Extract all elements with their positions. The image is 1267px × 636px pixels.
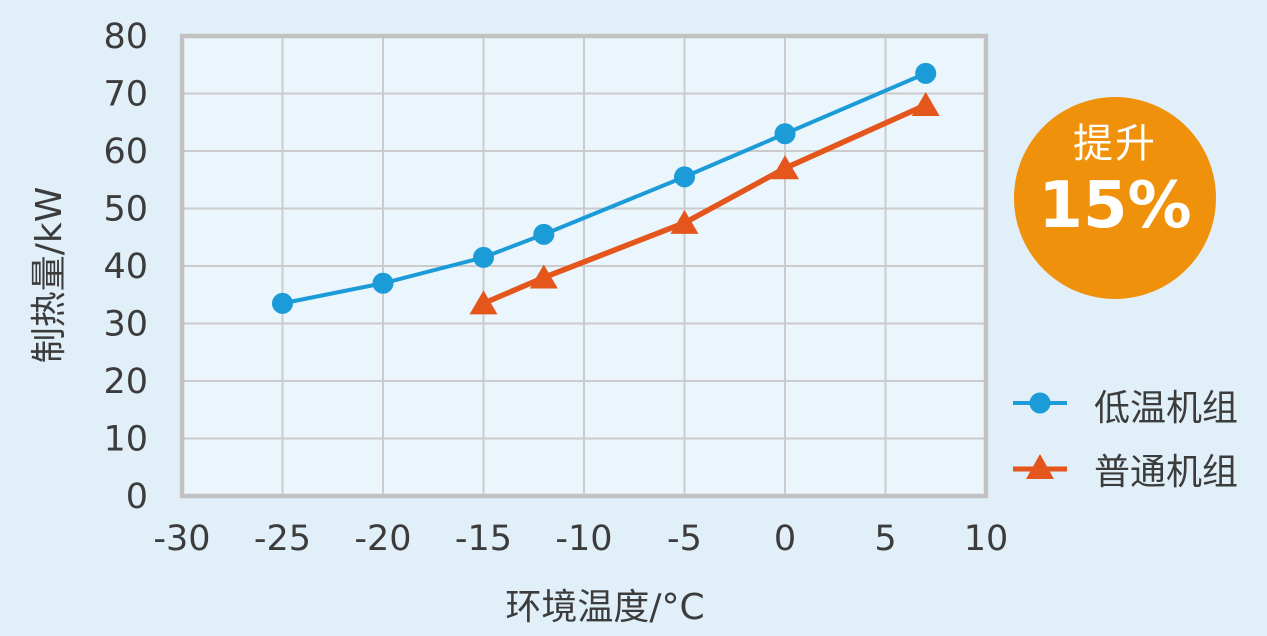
- y-tick-label: 50: [103, 190, 148, 230]
- y-tick-label: 60: [103, 132, 148, 172]
- y-tick-label: 70: [103, 75, 148, 115]
- badge-value: 15%: [1038, 169, 1192, 243]
- x-tick-label: -10: [555, 519, 612, 559]
- x-tick-label: -20: [354, 519, 411, 559]
- y-tick-label: 30: [103, 305, 148, 345]
- y-tick-label: 20: [103, 362, 148, 402]
- y-tick-label: 0: [126, 477, 148, 517]
- legend-triangle-marker-icon: [1012, 452, 1068, 486]
- x-axis-title: 环境温度/°C: [505, 587, 705, 628]
- y-axis-title: 制热量/kW: [29, 186, 70, 364]
- x-tick-label: -15: [455, 519, 512, 559]
- legend-label-low-temp-unit: 低温机组: [1094, 388, 1239, 429]
- x-tick-label: 0: [774, 519, 796, 559]
- x-tick-label: -5: [667, 519, 702, 559]
- legend-item-low-temp-unit: 低温机组: [1012, 384, 1238, 429]
- legend: 低温机组 普通机组: [1012, 384, 1238, 493]
- y-tick-label: 10: [103, 420, 148, 460]
- y-tick-label: 40: [103, 247, 148, 287]
- improvement-badge: 提升 15%: [1014, 97, 1216, 299]
- badge-label: 提升: [1073, 121, 1157, 167]
- y-tick-label: 80: [103, 17, 148, 57]
- x-tick-label: -25: [254, 519, 311, 559]
- legend-circle-marker-icon: [1012, 388, 1068, 422]
- x-tick-label: -30: [153, 519, 210, 559]
- x-tick-label: 5: [874, 519, 896, 559]
- legend-item-normal-unit: 普通机组: [1012, 448, 1238, 493]
- legend-label-normal-unit: 普通机组: [1094, 452, 1239, 493]
- x-tick-label: 10: [964, 519, 1009, 559]
